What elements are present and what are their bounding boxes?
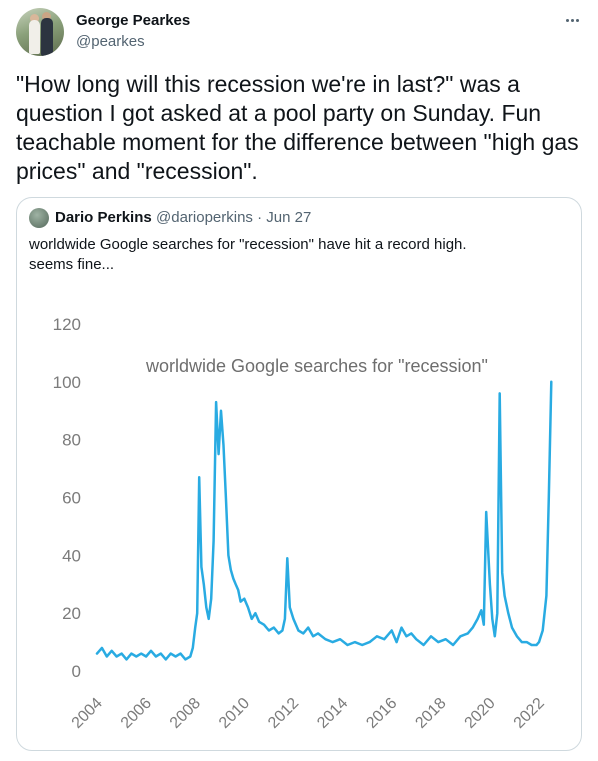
x-tick-label: 2006 (118, 695, 155, 732)
avatar-figure-groom (41, 18, 53, 56)
x-tick-label: 2010 (216, 695, 253, 732)
tweet-text: "How long will this recession we're in l… (16, 71, 579, 184)
more-dot (565, 18, 569, 22)
y-tick-label: 100 (53, 373, 81, 392)
avatar-figure-bride (29, 20, 40, 54)
quoted-author-name[interactable]: Dario Perkins (55, 209, 152, 226)
quoted-tweet-date[interactable]: Jun 27 (266, 209, 312, 226)
x-tick-label: 2008 (167, 695, 204, 732)
more-dot (570, 18, 574, 22)
y-axis-ticks: 0 20 40 60 80 100 120 (53, 315, 81, 681)
x-tick-label: 2022 (511, 695, 548, 732)
y-tick-label: 0 (72, 662, 81, 681)
x-tick-label: 2004 (69, 695, 106, 732)
author-avatar[interactable] (16, 8, 64, 56)
more-horizontal-icon[interactable] (560, 10, 584, 30)
y-tick-label: 20 (62, 604, 81, 623)
chart-title: worldwide Google searches for "recession… (145, 356, 488, 376)
y-tick-label: 40 (62, 546, 81, 565)
search-trend-chart: 0 20 40 60 80 100 120 2004 2006 2008 2010 2012 2014… (17, 284, 581, 750)
more-dot (575, 18, 579, 22)
series-line (95, 380, 553, 661)
x-axis-ticks: 2004 2006 2008 2010 2012 2014 2016 2018 2020 2022 (69, 695, 548, 732)
chart-svg: 0 20 40 60 80 100 120 2004 2006 2008 2010 2012 2014… (53, 315, 553, 732)
x-tick-label: 2018 (412, 695, 449, 732)
quoted-tweet-text-line: worldwide Google searches for "recession… (29, 236, 467, 253)
quoted-author-handle[interactable]: @darioperkins (156, 209, 253, 226)
meta-separator: · (257, 209, 263, 226)
author-handle[interactable]: @pearkes (76, 33, 145, 50)
x-tick-label: 2016 (363, 695, 400, 732)
author-name[interactable]: George Pearkes (76, 12, 191, 29)
quoted-tweet-text-line: seems fine... (29, 256, 115, 273)
x-tick-label: 2014 (314, 695, 351, 732)
quoted-tweet-text: worldwide Google searches for "recession… (29, 235, 569, 275)
avatar-figure-groom-head (42, 12, 51, 21)
quoted-author-avatar[interactable] (29, 208, 49, 228)
avatar-figure-bride-head (30, 14, 39, 23)
quoted-author-meta: @darioperkins · Jun 27 (156, 209, 311, 226)
x-tick-label: 2012 (265, 695, 302, 732)
y-tick-label: 120 (53, 315, 81, 334)
y-tick-label: 60 (62, 489, 81, 508)
x-tick-label: 2020 (462, 695, 499, 732)
y-tick-label: 80 (62, 431, 81, 450)
quoted-tweet[interactable]: Dario Perkins @darioperkins · Jun 27 wor… (16, 197, 582, 751)
